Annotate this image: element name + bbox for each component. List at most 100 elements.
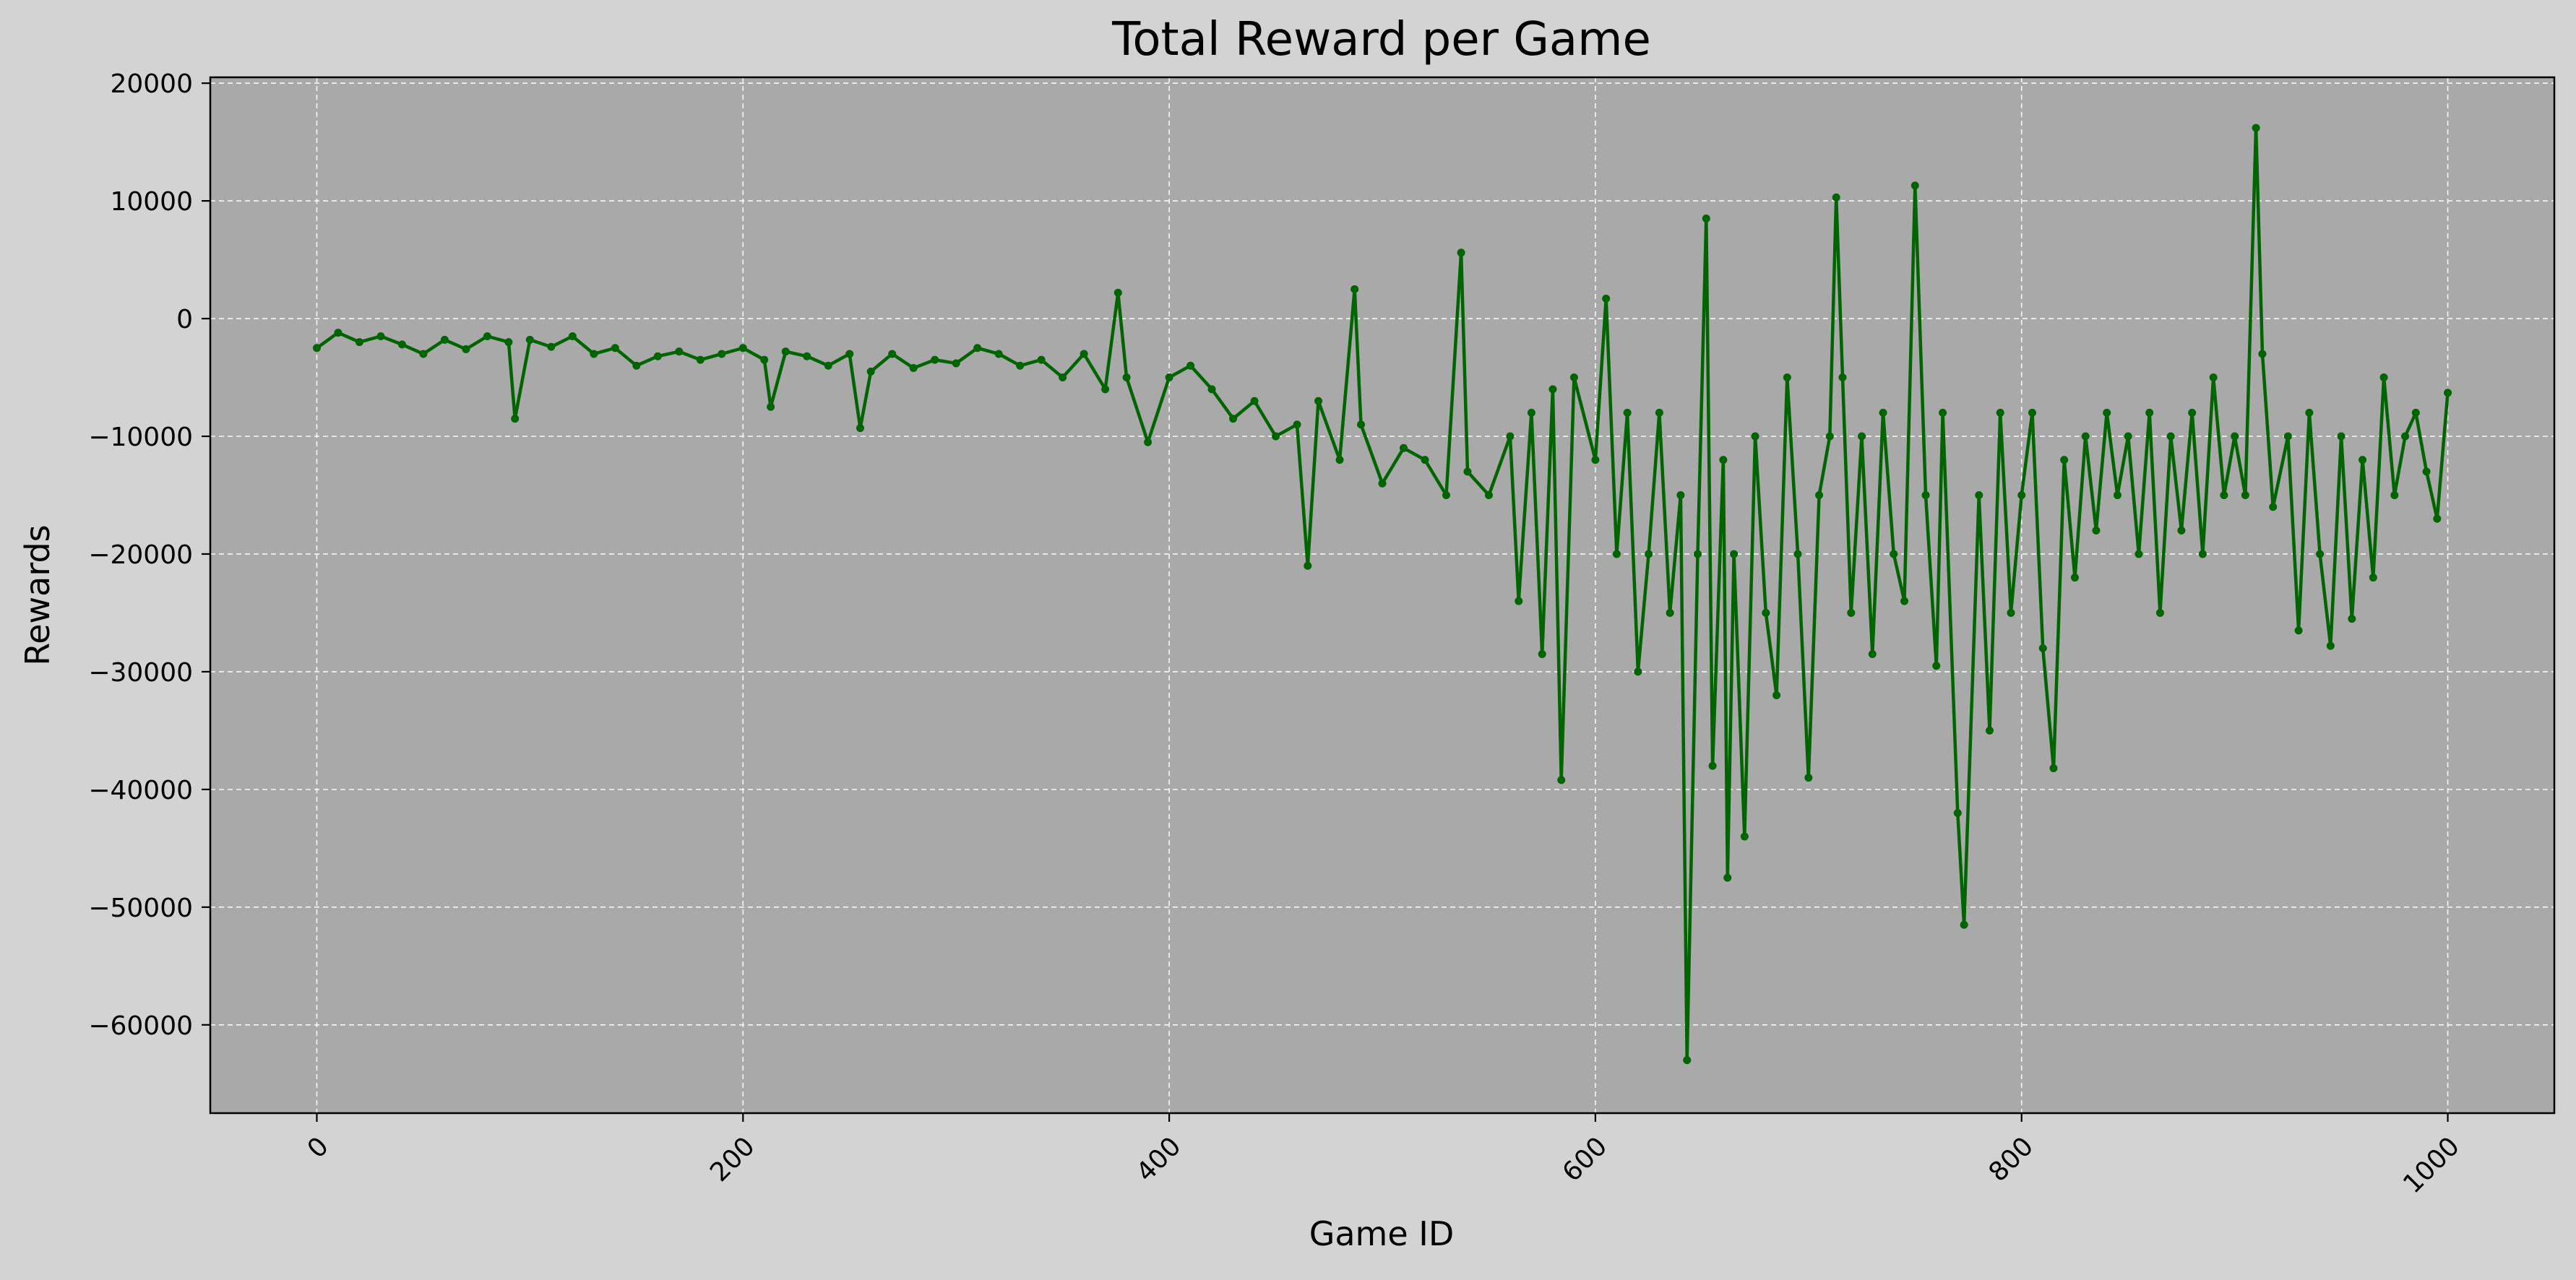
data-point [1939, 408, 1947, 417]
data-point [1858, 432, 1866, 441]
data-point [1996, 408, 2004, 417]
data-point [1832, 193, 1840, 202]
data-point [1900, 597, 1909, 605]
data-point [2337, 432, 2345, 441]
grid [210, 77, 2554, 1113]
data-point [1708, 761, 1717, 770]
data-point [1985, 726, 1994, 735]
data-point [1557, 776, 1566, 784]
data-point [2198, 550, 2207, 558]
data-point [2252, 124, 2260, 132]
data-point [1730, 550, 1739, 558]
data-point [1723, 873, 1732, 882]
data-point [2422, 467, 2431, 476]
data-point [1740, 832, 1749, 841]
data-point [1793, 550, 1802, 558]
data-point [2177, 526, 2186, 535]
data-point [1719, 456, 1728, 464]
data-point [590, 350, 598, 358]
data-point [1165, 373, 1173, 382]
data-point [1932, 662, 1941, 670]
data-point [1421, 456, 1429, 464]
data-point [994, 350, 1003, 358]
data-point [504, 338, 513, 347]
data-point [1399, 444, 1408, 452]
data-point [2390, 490, 2399, 499]
data-point [1890, 550, 1898, 558]
data-point [1272, 432, 1280, 441]
data-point [909, 363, 918, 372]
data-point [1101, 385, 1110, 394]
data-point [1623, 408, 1632, 417]
data-point [2258, 350, 2267, 358]
data-point [568, 332, 577, 340]
data-point [1378, 479, 1387, 488]
data-point [1357, 420, 1366, 429]
series-line [316, 126, 2450, 1062]
data-point [760, 355, 769, 364]
x-axis-label: Game ID [1309, 1214, 1455, 1253]
data-point [1804, 774, 1813, 782]
y-tick-label: 0 [176, 305, 193, 334]
data-point [397, 340, 406, 349]
data-point [2209, 373, 2218, 382]
data-point [1207, 385, 1216, 394]
data-point [1314, 397, 1323, 405]
data-point [1335, 456, 1344, 464]
data-point [1666, 608, 1674, 617]
data-point [1751, 432, 1759, 441]
y-tick-label: −50000 [88, 894, 193, 923]
data-point [2038, 644, 2047, 652]
data-point [1911, 181, 1919, 190]
data-point [2379, 373, 2388, 382]
data-point [803, 352, 811, 360]
data-point [1772, 691, 1781, 700]
y-axis-ticks: 20000 10000 0 −10000 −20000 −30000 −40000 −5000… [88, 69, 210, 1041]
data-point [2433, 514, 2442, 523]
data-point [2188, 408, 2197, 417]
data-point [738, 344, 747, 353]
data-point [2369, 574, 2377, 582]
data-point [1645, 550, 1653, 558]
data-point [2124, 432, 2132, 441]
data-point [2081, 432, 2090, 441]
data-point [611, 344, 619, 353]
data-point [632, 361, 641, 370]
data-point [1655, 408, 1663, 417]
data-point [1548, 385, 1557, 394]
data-point [2135, 550, 2143, 558]
data-point [2103, 408, 2111, 417]
data-point [952, 359, 960, 368]
data-point [1960, 920, 1968, 929]
chart-title: Total Reward per Game [1111, 13, 1651, 66]
data-point [2283, 432, 2292, 441]
data-point [845, 350, 854, 358]
data-point [866, 367, 875, 376]
data-point [2070, 574, 2079, 582]
data-point [1463, 467, 1472, 476]
data-point [1702, 215, 1710, 223]
data-point [1693, 550, 1702, 558]
data-point [2007, 608, 2015, 617]
data-point [856, 424, 864, 433]
data-point [675, 347, 684, 356]
y-tick-label: 10000 [110, 187, 193, 217]
data-point [1953, 808, 1962, 817]
data-point [2028, 408, 2036, 417]
data-point [1484, 490, 1493, 499]
data-point [718, 350, 726, 358]
data-point [2444, 389, 2452, 397]
data-point [525, 335, 534, 344]
data-point [2411, 408, 2420, 417]
data-point [888, 350, 897, 358]
data-point [1538, 649, 1546, 658]
y-tick-label: −60000 [88, 1011, 193, 1041]
data-point [1186, 361, 1195, 370]
data-point [1921, 490, 1930, 499]
plot-area [210, 77, 2554, 1113]
data-point [1783, 373, 1791, 382]
data-point [1602, 294, 1611, 303]
data-point [483, 332, 491, 340]
data-point [2241, 490, 2249, 499]
